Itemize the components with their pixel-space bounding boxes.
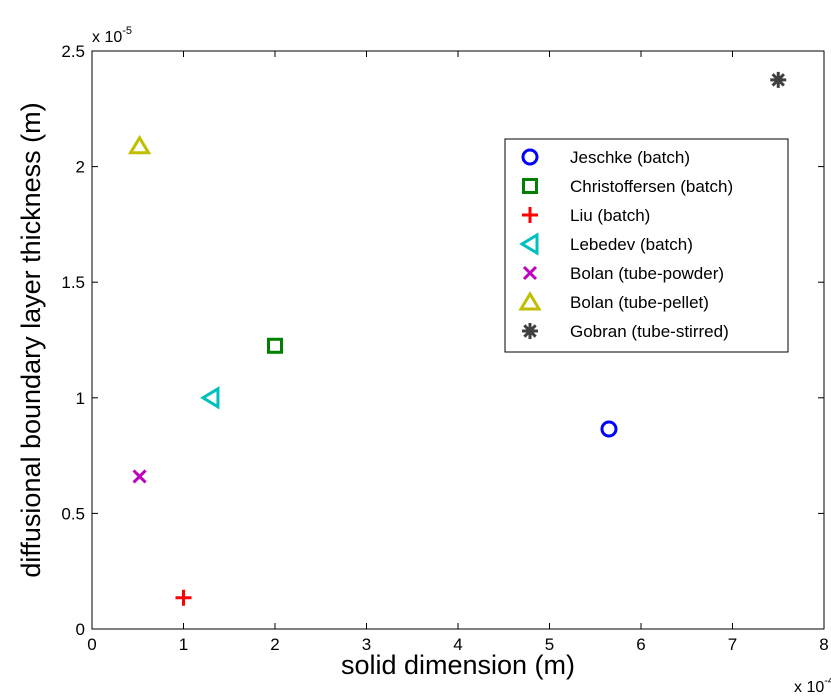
x-axis-title: solid dimension (m): [341, 650, 575, 680]
x-tick-label: 6: [636, 635, 645, 654]
y-tick-label: 1.5: [61, 273, 85, 292]
legend-label: Bolan (tube-powder): [570, 264, 724, 283]
legend-marker-square: [522, 178, 538, 194]
y-axis-multiplier: x 10-5: [92, 25, 132, 46]
legend-item: Gobran (tube-stirred): [522, 322, 729, 341]
y-tick-label: 2.5: [61, 42, 85, 61]
data-point-triangle-up: [127, 134, 152, 155]
x-tick-label: 3: [362, 635, 371, 654]
legend-marker-x: [522, 265, 538, 281]
legend-item: Lebedev (batch): [519, 232, 693, 256]
legend-label: Gobran (tube-stirred): [570, 322, 729, 341]
legend-marker-triangle-up: [518, 291, 542, 311]
data-point-x: [132, 469, 147, 484]
legend-label: Bolan (tube-pellet): [570, 293, 709, 312]
legend-marker-asterisk: [522, 323, 538, 339]
data-markers: [127, 71, 787, 606]
x-tick-label: 0: [87, 635, 96, 654]
y-tick-label: 0.5: [61, 504, 85, 523]
legend-item: Bolan (tube-powder): [522, 264, 724, 283]
legend-item: Bolan (tube-pellet): [518, 291, 709, 312]
legend-marker-triangle-left: [519, 232, 539, 256]
x-axis-multiplier: x 10-4: [794, 675, 831, 696]
legend-marker-plus: [522, 207, 538, 223]
legend-item: Jeschke (batch): [521, 148, 690, 167]
y-axis-title: diffusional boundary layer thickness (m): [16, 102, 46, 577]
legend-item: Christoffersen (batch): [522, 177, 733, 196]
x-tick-label: 2: [270, 635, 279, 654]
legend-label: Liu (batch): [570, 206, 650, 225]
x-tick-label: 8: [819, 635, 828, 654]
data-point-asterisk: [770, 71, 787, 88]
legend-label: Jeschke (batch): [570, 148, 690, 167]
y-tick-label: 2: [76, 158, 85, 177]
legend-box: [504, 138, 789, 353]
x-tick-label: 7: [728, 635, 737, 654]
x-axis-ticks: 0 1 2 3 4 5 6 7 8: [87, 51, 829, 654]
data-point-square: [267, 337, 283, 354]
x-tick-label: 4: [453, 635, 462, 654]
legend-label: Christoffersen (batch): [570, 177, 733, 196]
y-tick-label: 0: [76, 620, 85, 639]
data-point-circle: [600, 420, 618, 438]
y-axis-ticks: 0 0.5 1 1.5 2 2.5: [61, 42, 824, 639]
legend: Jeschke (batch) Christoffersen (batch) Liu…: [504, 138, 789, 353]
legend-marker-circle: [521, 148, 539, 166]
y-tick-label: 1: [76, 389, 85, 408]
data-point-plus: [175, 589, 192, 606]
x-tick-label: 5: [545, 635, 554, 654]
x-tick-label: 1: [179, 635, 188, 654]
data-point-triangle-left: [200, 386, 220, 410]
legend-item: Liu (batch): [522, 206, 650, 225]
legend-label: Lebedev (batch): [570, 235, 693, 254]
